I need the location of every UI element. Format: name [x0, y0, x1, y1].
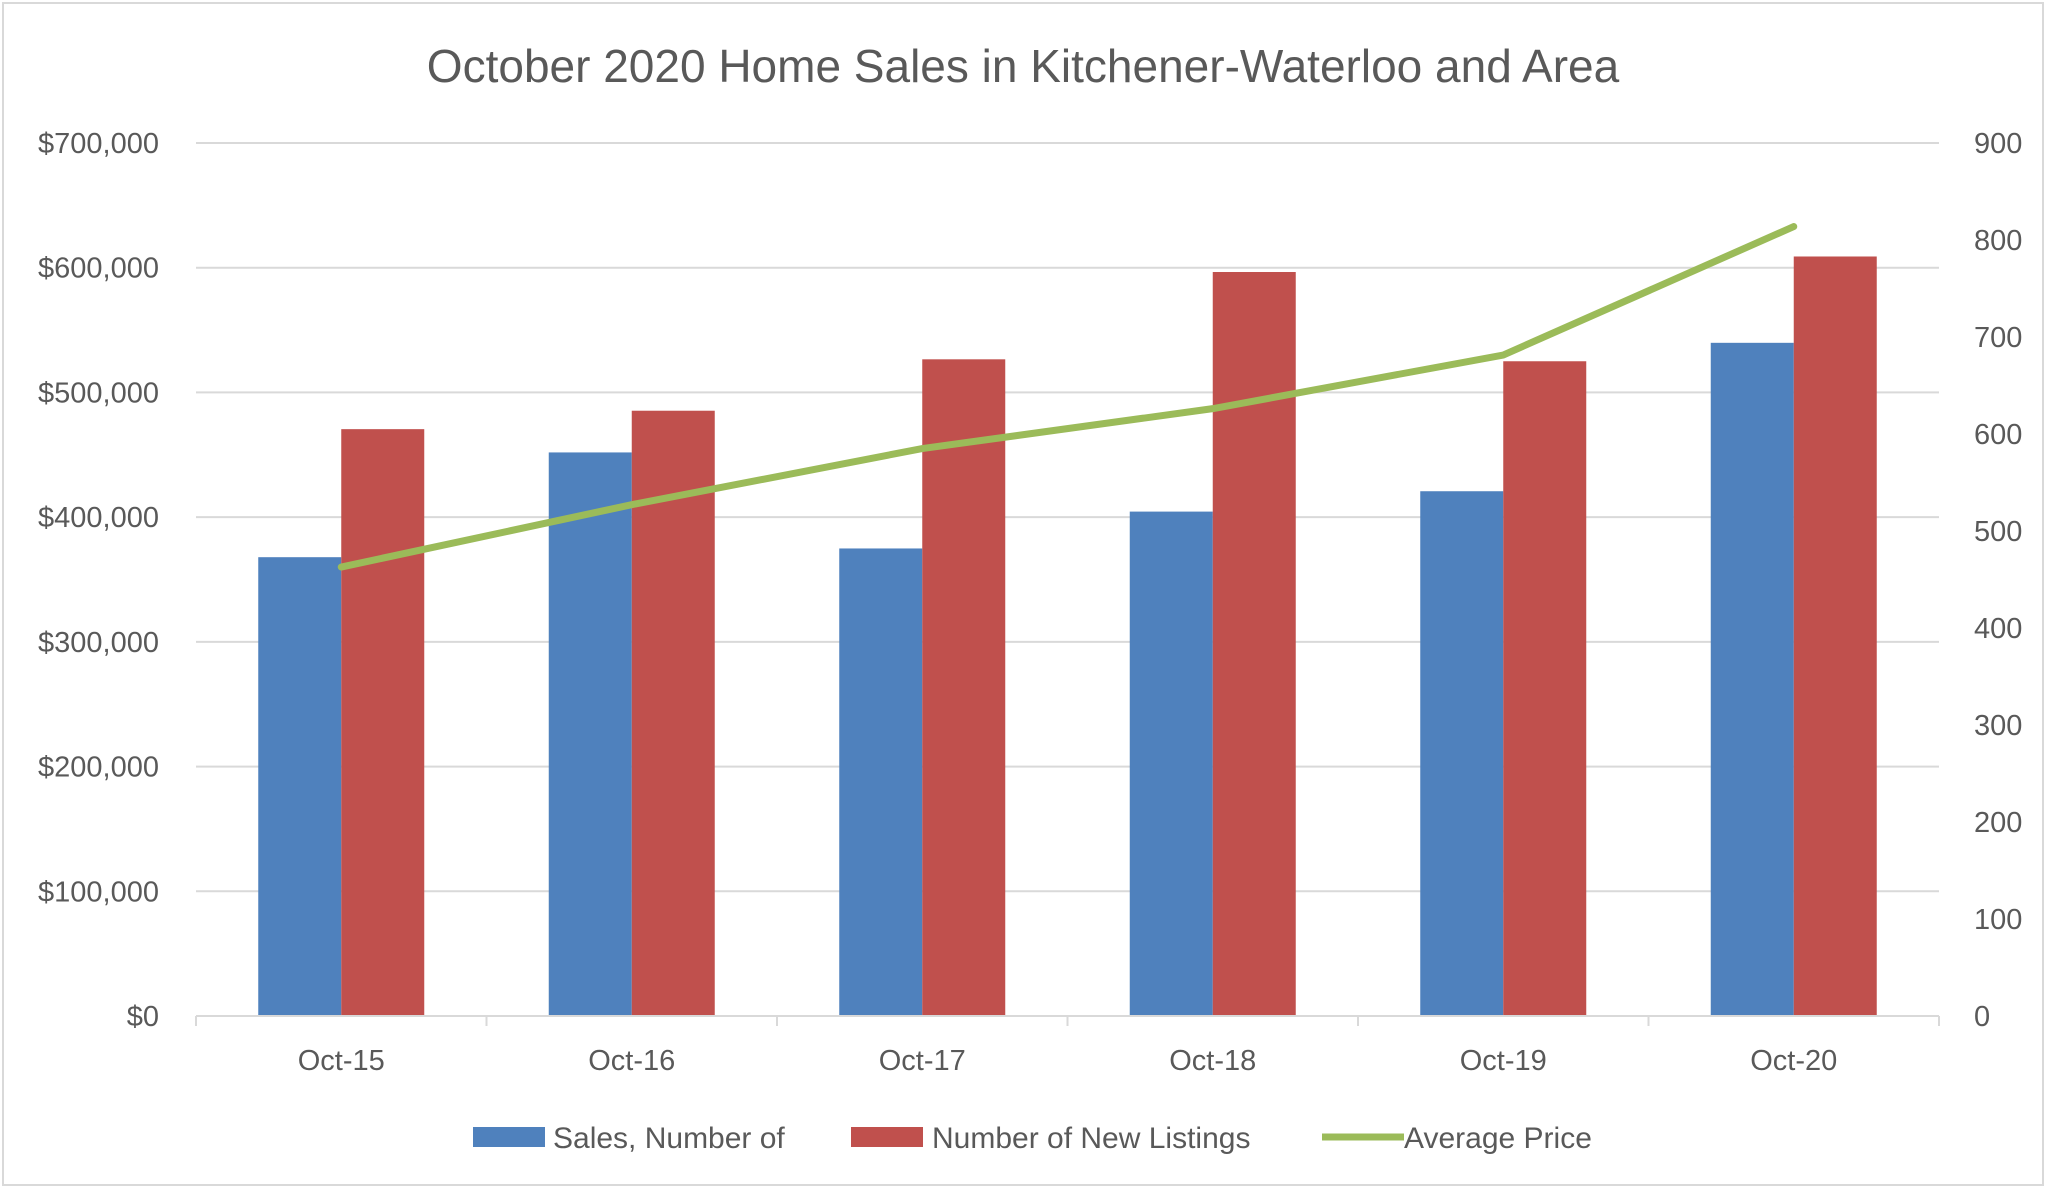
bar-sales: [258, 557, 342, 1016]
x-axis-tick-label: Oct-15: [298, 1045, 385, 1077]
left-axis-tick-label: $0: [127, 1001, 159, 1033]
bar-sales: [839, 548, 923, 1016]
bar-new-listings: [1503, 361, 1587, 1016]
left-axis-tick-label: $200,000: [38, 752, 159, 784]
bar-new-listings: [922, 359, 1006, 1016]
bar-new-listings: [341, 429, 425, 1016]
x-axis-tick-label: Oct-19: [1460, 1045, 1547, 1077]
x-axis-tick-label: Oct-16: [588, 1045, 675, 1077]
left-axis-tick-label: $300,000: [38, 627, 159, 659]
left-axis-tick-label: $400,000: [38, 502, 159, 534]
bars: [258, 256, 1877, 1017]
bar-new-listings: [1212, 272, 1296, 1016]
legend-label: Sales, Number of: [553, 1122, 785, 1155]
chart-title: October 2020 Home Sales in Kitchener-Wat…: [427, 40, 1620, 92]
average-price-line: [337, 223, 1798, 571]
right-axis-tick-label: 600: [1974, 419, 2022, 451]
right-axis-tick-label: 900: [1974, 128, 2022, 160]
right-axis-tick-label: 700: [1974, 322, 2022, 354]
left-axis-tick-label: $500,000: [38, 377, 159, 409]
right-axis-tick-label: 100: [1974, 904, 2022, 936]
bar-new-listings: [1793, 256, 1877, 1016]
bar-sales: [1710, 342, 1794, 1016]
legend-swatch: [473, 1127, 545, 1147]
right-axis-tick-label: 500: [1974, 516, 2022, 548]
x-axis-tick-label: Oct-17: [879, 1045, 966, 1077]
legend-label: Number of New Listings: [932, 1122, 1250, 1155]
left-axis-tick-label: $100,000: [38, 876, 159, 908]
bar-sales: [1420, 491, 1504, 1017]
bar-new-listings: [631, 410, 715, 1017]
bar-sales: [1129, 511, 1213, 1016]
right-axis-tick-label: 400: [1974, 613, 2022, 645]
right-axis-tick-label: 800: [1974, 225, 2022, 257]
right-axis-tick-label: 0: [1974, 1001, 1990, 1033]
left-axis-tick-label: $700,000: [38, 128, 159, 160]
legend-swatch: [851, 1127, 923, 1147]
left-axis-tick-label: $600,000: [38, 253, 159, 285]
legend-label: Average Price: [1404, 1122, 1592, 1155]
bar-sales: [548, 452, 632, 1016]
right-axis-tick-label: 200: [1974, 807, 2022, 839]
axes: $0 $100,000 $200,000 $300,000 $400,000 $500,0…: [38, 128, 2022, 1077]
x-axis-tick-label: Oct-18: [1169, 1045, 1256, 1077]
x-axis-tick-label: Oct-20: [1750, 1045, 1837, 1077]
line-series: [337, 223, 1798, 571]
chart-svg: October 2020 Home Sales in Kitchener-Wat…: [38, 40, 2022, 1155]
gridlines: [196, 142, 1939, 893]
right-axis-tick-label: 300: [1974, 710, 2022, 742]
legend: Sales, Number of Number of New Listings Av…: [473, 1122, 1592, 1155]
